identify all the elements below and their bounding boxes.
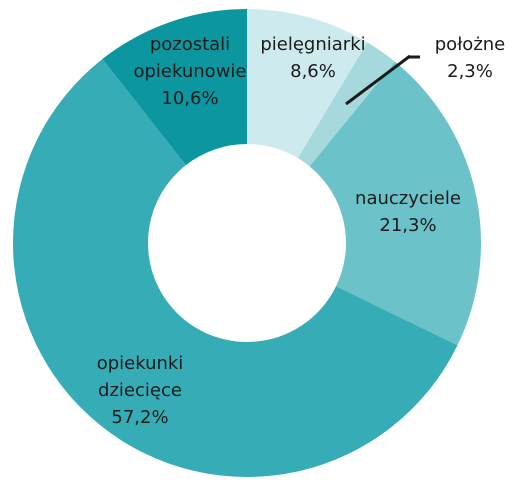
slice — [102, 8, 247, 166]
slice-label: pozostali opiekunowie 10,6% — [120, 31, 260, 112]
leader-line — [345, 54, 411, 106]
category-label: opiekunki dziecięce — [96, 353, 184, 401]
slice-label: położne 2,3% — [420, 31, 520, 85]
slice-label: opiekunki dziecięce 57,2% — [75, 350, 205, 431]
category-label: pielęgniarki — [260, 34, 366, 55]
value-label: 21,3% — [379, 215, 437, 236]
value-label: 2,3% — [447, 61, 493, 82]
slice — [12, 59, 458, 478]
value-label: 57,2% — [111, 407, 169, 428]
slice — [247, 9, 368, 159]
slice — [309, 61, 481, 346]
slice-label: pielęgniarki 8,6% — [238, 31, 388, 85]
value-label: 10,6% — [161, 88, 219, 109]
category-label: pozostali opiekunowie — [133, 34, 247, 82]
value-label: 8,6% — [290, 61, 336, 82]
slices — [12, 8, 481, 478]
category-label: położne — [434, 34, 506, 55]
category-label: nauczyciele — [355, 188, 461, 209]
slice-label: nauczyciele 21,3% — [343, 185, 473, 239]
